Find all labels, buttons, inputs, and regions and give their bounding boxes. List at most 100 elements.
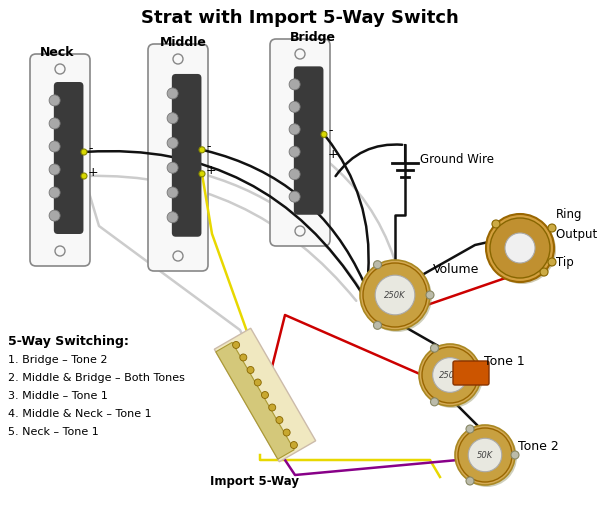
Text: 3. Middle – Tone 1: 3. Middle – Tone 1 <box>8 391 108 401</box>
Circle shape <box>289 124 300 135</box>
Circle shape <box>433 358 467 392</box>
Circle shape <box>295 49 305 59</box>
Circle shape <box>421 346 483 408</box>
Circle shape <box>247 366 254 374</box>
Text: +: + <box>88 166 98 179</box>
Circle shape <box>49 118 60 129</box>
Circle shape <box>373 321 382 329</box>
FancyBboxPatch shape <box>453 361 489 385</box>
Circle shape <box>262 391 269 398</box>
Circle shape <box>55 246 65 256</box>
Circle shape <box>422 347 478 403</box>
Text: +: + <box>328 148 338 161</box>
Circle shape <box>511 451 519 459</box>
Circle shape <box>167 137 178 148</box>
Text: 2. Middle & Bridge – Both Tones: 2. Middle & Bridge – Both Tones <box>8 373 185 383</box>
Circle shape <box>426 291 434 299</box>
FancyBboxPatch shape <box>30 54 90 266</box>
Circle shape <box>466 425 474 433</box>
Circle shape <box>457 427 517 487</box>
Circle shape <box>173 54 183 64</box>
Circle shape <box>49 210 60 221</box>
Circle shape <box>477 371 485 379</box>
Text: 50K: 50K <box>477 451 493 460</box>
Circle shape <box>458 428 512 482</box>
Polygon shape <box>216 342 294 459</box>
Circle shape <box>375 275 415 315</box>
Circle shape <box>254 379 261 386</box>
Text: Ground Wire: Ground Wire <box>420 153 494 166</box>
Circle shape <box>490 218 550 278</box>
Text: Output Jack: Output Jack <box>556 228 600 241</box>
Circle shape <box>373 260 382 269</box>
Text: Tone 2: Tone 2 <box>518 440 559 453</box>
Text: 1. Bridge – Tone 2: 1. Bridge – Tone 2 <box>8 355 107 365</box>
Circle shape <box>431 398 439 406</box>
Circle shape <box>486 214 554 282</box>
Text: Tip: Tip <box>556 256 574 269</box>
FancyBboxPatch shape <box>294 67 323 215</box>
Circle shape <box>363 263 427 327</box>
Circle shape <box>167 212 178 223</box>
Circle shape <box>240 354 247 361</box>
Circle shape <box>55 64 65 74</box>
Circle shape <box>276 417 283 423</box>
Circle shape <box>492 220 500 228</box>
FancyBboxPatch shape <box>172 74 202 237</box>
Text: Ring: Ring <box>556 208 583 221</box>
Circle shape <box>233 342 239 348</box>
Circle shape <box>290 442 298 449</box>
Text: Volume: Volume <box>433 263 479 276</box>
Circle shape <box>81 149 87 155</box>
Text: Bridge: Bridge <box>290 30 336 43</box>
Circle shape <box>362 262 432 332</box>
Circle shape <box>199 147 205 153</box>
FancyBboxPatch shape <box>148 44 208 271</box>
Circle shape <box>289 101 300 112</box>
Text: Strat with Import 5-Way Switch: Strat with Import 5-Way Switch <box>141 9 459 27</box>
Circle shape <box>455 425 515 485</box>
Text: -: - <box>88 142 92 155</box>
Circle shape <box>548 258 556 266</box>
Text: Tone 1: Tone 1 <box>484 355 525 368</box>
Text: 4. Middle & Neck – Tone 1: 4. Middle & Neck – Tone 1 <box>8 409 152 419</box>
Circle shape <box>468 438 502 472</box>
Circle shape <box>269 404 276 411</box>
Circle shape <box>173 251 183 261</box>
Circle shape <box>49 141 60 152</box>
Circle shape <box>289 79 300 90</box>
Text: Import 5-Way: Import 5-Way <box>211 475 299 488</box>
Circle shape <box>289 191 300 202</box>
Circle shape <box>167 187 178 198</box>
Circle shape <box>283 429 290 436</box>
Text: 250K: 250K <box>439 370 461 379</box>
Circle shape <box>289 146 300 157</box>
Circle shape <box>49 187 60 198</box>
Text: Neck: Neck <box>40 46 74 59</box>
Circle shape <box>466 477 474 485</box>
Text: -: - <box>206 140 211 153</box>
Polygon shape <box>214 328 316 462</box>
Circle shape <box>289 169 300 180</box>
Text: 250K: 250K <box>384 290 406 300</box>
Circle shape <box>505 233 535 263</box>
Circle shape <box>431 344 439 352</box>
Circle shape <box>360 260 430 330</box>
Text: Middle: Middle <box>160 36 207 49</box>
Circle shape <box>49 95 60 106</box>
Circle shape <box>488 216 556 284</box>
FancyBboxPatch shape <box>270 39 330 246</box>
Circle shape <box>419 344 481 406</box>
Circle shape <box>167 88 178 99</box>
Circle shape <box>540 268 548 276</box>
Circle shape <box>295 226 305 236</box>
FancyBboxPatch shape <box>54 82 83 234</box>
Circle shape <box>49 164 60 175</box>
Circle shape <box>199 171 205 177</box>
Circle shape <box>81 173 87 179</box>
Circle shape <box>321 132 327 137</box>
Circle shape <box>548 224 556 232</box>
Circle shape <box>167 162 178 173</box>
Text: 5-Way Switching:: 5-Way Switching: <box>8 335 129 348</box>
Text: -: - <box>328 124 332 137</box>
